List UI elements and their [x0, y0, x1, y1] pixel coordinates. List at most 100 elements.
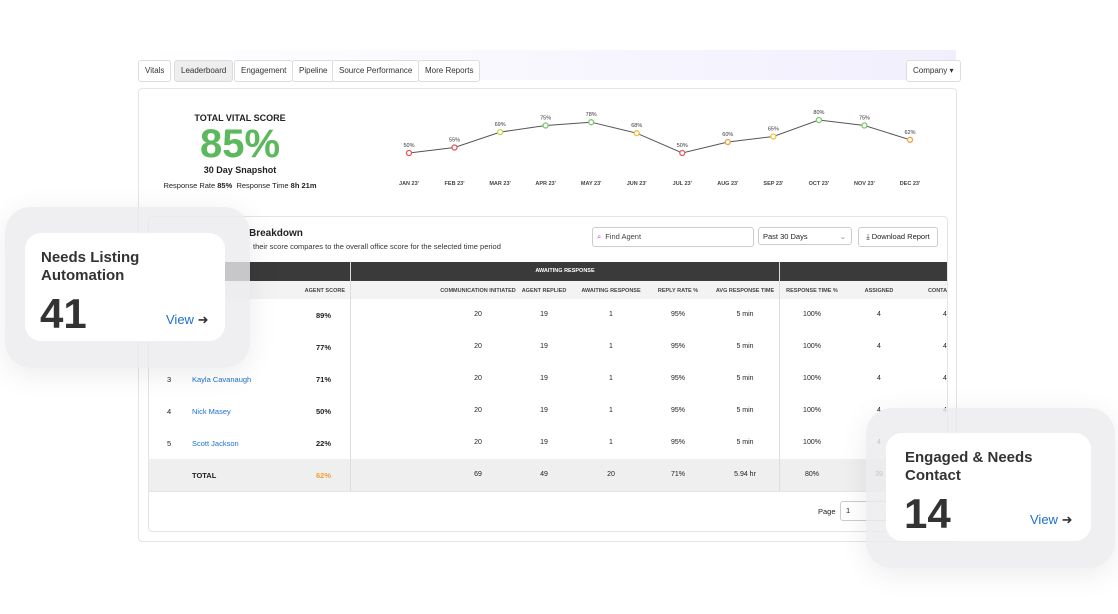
column-divider [779, 262, 780, 491]
trend-point [633, 130, 640, 137]
cell: 19 [540, 311, 548, 318]
trend-month-label: MAR 23' [489, 181, 511, 187]
column-header: AWAITING RESPONSE [581, 288, 641, 294]
rt-value: 8h 21m [290, 181, 317, 190]
cell: 4 [877, 343, 881, 350]
table: AWAITING RESPONSE AGENT SCORE COMMUNICATIO… [149, 262, 947, 492]
agent-score: 77% [315, 343, 331, 352]
group-header: AWAITING RESPONSE [350, 262, 780, 281]
tab[interactable]: Leaderboard [174, 60, 234, 82]
card-title: Engaged & Needs Contact [905, 449, 1033, 484]
page-number: 1 [846, 506, 851, 515]
vital-score: 85% [199, 122, 281, 166]
trend-point [542, 122, 549, 129]
trend-month-label: OCT 23' [809, 181, 830, 187]
trend-value-label: 60% [722, 132, 733, 138]
trend-point [496, 128, 504, 136]
metric-card [886, 433, 1091, 541]
trend-value-label: 62% [904, 130, 915, 136]
cell: 19 [540, 343, 548, 350]
trend-value-label: 55% [449, 138, 460, 144]
cell: 5.94 hr [734, 471, 756, 478]
rr-label: Response Rate [163, 181, 216, 190]
vital-block: TOTAL VITAL SCORE 85% 30 Day Snapshot Re… [160, 113, 320, 190]
card-title: Needs Listing Automation [41, 249, 140, 284]
cell: 80% [804, 471, 820, 478]
trend-month-label: JAN 23' [399, 181, 420, 187]
cell: 4 [877, 375, 881, 382]
page-label: Page [818, 507, 836, 516]
trend-point [906, 136, 914, 143]
card-value: 14 [904, 490, 951, 537]
cell: 5 min [736, 375, 754, 382]
period-select[interactable]: Past 30 Days ⌄ [758, 227, 852, 245]
cell: 20 [474, 407, 482, 414]
tab[interactable]: Vitals [138, 60, 172, 82]
trend-month-label: AUG 23' [717, 181, 739, 187]
tab[interactable]: Source Performance [332, 60, 420, 82]
card-value: 41 [40, 290, 87, 337]
column-header: RESPONSE TIME % [786, 288, 838, 294]
total-row [149, 459, 947, 492]
trend-point [588, 119, 595, 126]
trend-point [451, 144, 458, 151]
agent-name[interactable]: Nick Masey [192, 407, 231, 416]
cell: 5 min [736, 343, 754, 350]
company-select[interactable]: Company ▾ [906, 60, 961, 82]
cell: 1 [609, 407, 613, 414]
company-label: Company [913, 66, 948, 75]
table-row [149, 299, 947, 332]
view-label: View [1030, 512, 1058, 527]
rank: 3 [167, 375, 172, 384]
trend-month-label: JUL 23' [673, 181, 693, 187]
cell: 71% [670, 471, 686, 478]
download-button[interactable]: ⤓ Download Report [858, 227, 938, 247]
cell: 100% [803, 375, 821, 382]
cell: 20 [474, 343, 482, 350]
table-row [149, 395, 947, 428]
column-header: REPLY RATE % [657, 288, 699, 294]
cell: 49 [540, 471, 548, 478]
trend-month-label: APR 23' [535, 181, 556, 187]
trend-value-label: 80% [813, 110, 824, 116]
card-view[interactable]: View ➜ [1030, 512, 1073, 527]
trend-value-label: 69% [495, 122, 506, 128]
trend-value-label: 50% [677, 143, 688, 149]
cell: 5 min [736, 407, 754, 414]
cell: 20 [474, 439, 482, 446]
agent-score: 89% [315, 311, 331, 320]
trend-point [861, 122, 868, 129]
rt-label: Response Time [236, 181, 289, 190]
cell: 100% [803, 343, 821, 350]
cell: 20 [474, 375, 482, 382]
column-header: CONTACTED [927, 288, 948, 294]
agent-score: 50% [315, 407, 331, 416]
search-input[interactable]: ⌕ Find Agent [592, 227, 754, 247]
card-view[interactable]: View ➜ [166, 312, 209, 327]
metric-card [25, 233, 225, 341]
tab[interactable]: Engagement [234, 60, 294, 82]
tab[interactable]: Pipeline [292, 60, 335, 82]
cell: 95% [670, 407, 686, 414]
column-divider [350, 262, 351, 491]
trend-value-label: 78% [586, 112, 597, 118]
agent-name[interactable]: Scott Jackson [192, 439, 239, 448]
cell: 1 [609, 311, 613, 318]
trend-line [408, 119, 911, 154]
group-header-bg [149, 262, 947, 281]
cell: 95% [670, 311, 686, 318]
cell: 1 [609, 343, 613, 350]
cell: 20 [474, 311, 482, 318]
cell: 100% [803, 311, 821, 318]
cell: 5 min [736, 311, 754, 318]
tab[interactable]: More Reports [418, 60, 481, 82]
trend-chart: 50% JAN 23' 55% FEB 23' 69% MAR 23' 75% APR 23'… [399, 110, 921, 187]
trend-month-label: MAY 23' [581, 181, 602, 187]
agent-score: 62% [315, 471, 331, 480]
total-label: TOTAL [192, 471, 217, 480]
cell: 100% [803, 407, 821, 414]
search-placeholder: Find Agent [605, 232, 642, 241]
cell: 1 [609, 375, 613, 382]
agent-name[interactable]: Kayla Cavanaugh [192, 375, 252, 384]
